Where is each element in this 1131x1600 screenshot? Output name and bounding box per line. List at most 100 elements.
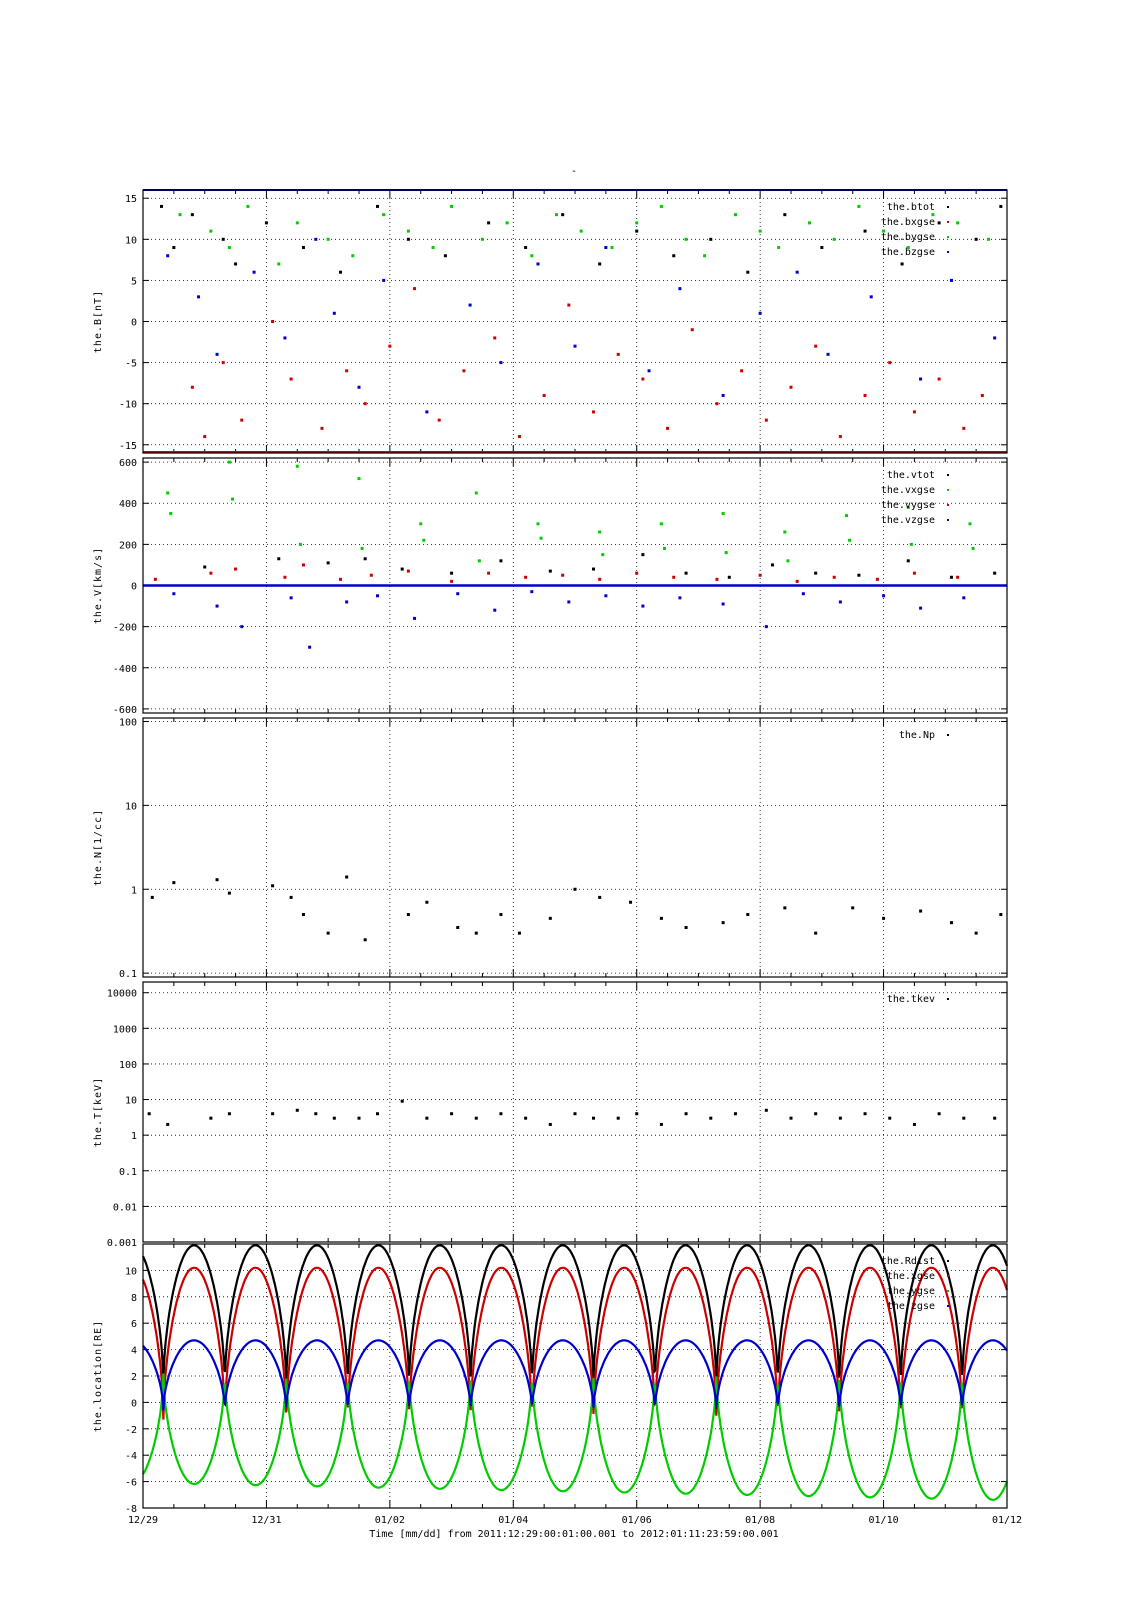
series-black <box>150 875 1003 942</box>
x-tick-label: 12/31 <box>251 1515 281 1526</box>
y-tick-label: 0.001 <box>107 1238 137 1249</box>
data-point <box>277 262 281 266</box>
data-point <box>215 878 219 882</box>
data-point <box>314 237 318 241</box>
y-tick-label: 10 <box>125 235 137 246</box>
data-point <box>345 600 349 604</box>
y-axis-label: the.T[keV] <box>93 1077 104 1147</box>
data-point <box>659 204 663 208</box>
data-point <box>234 262 238 266</box>
series-black <box>203 553 997 579</box>
series-green <box>178 204 990 266</box>
data-point <box>234 567 238 571</box>
y-tick-label: -400 <box>113 664 137 675</box>
data-point <box>573 1112 577 1116</box>
data-point <box>425 1116 429 1120</box>
data-point <box>477 559 481 563</box>
legend-entry: the.zgse <box>887 1301 935 1312</box>
data-point <box>363 402 367 406</box>
data-point <box>721 602 725 606</box>
data-point <box>215 352 219 356</box>
legend-entry: the.xgse <box>887 1271 935 1282</box>
data-point <box>147 1112 151 1116</box>
data-point <box>882 594 886 598</box>
data-point <box>863 1112 867 1116</box>
data-point <box>360 546 364 550</box>
legend-entry: the.btot <box>887 202 935 213</box>
legend-marker <box>947 1260 949 1262</box>
data-point <box>906 505 910 509</box>
data-point <box>542 393 546 397</box>
data-point <box>283 336 287 340</box>
data-point <box>289 596 293 600</box>
data-point <box>777 246 781 250</box>
x-tick-label: 01/08 <box>745 1515 775 1526</box>
data-point <box>499 913 503 917</box>
data-point <box>684 237 688 241</box>
y-tick-label: 2 <box>131 1372 137 1383</box>
legend-marker <box>947 519 949 521</box>
plot-area <box>141 1244 1009 1501</box>
data-point <box>561 213 565 217</box>
data-point <box>703 254 707 258</box>
data-point <box>709 237 713 241</box>
data-point <box>641 377 645 381</box>
data-point <box>684 1112 688 1116</box>
data-point <box>493 608 497 612</box>
data-point <box>505 221 509 225</box>
data-point <box>814 344 818 348</box>
data-point <box>672 575 676 579</box>
legend-entry: the.ygse <box>887 1286 935 1297</box>
data-point <box>993 336 997 340</box>
data-point <box>246 204 250 208</box>
data-point <box>814 1112 818 1116</box>
data-point <box>271 1112 275 1116</box>
legend-entry: the.vygse <box>881 500 935 511</box>
data-point <box>684 571 688 575</box>
data-point <box>832 575 836 579</box>
data-point <box>376 594 380 598</box>
data-point <box>919 606 923 610</box>
panel-4: 10000 1000 100 10 1 0.1 0.01 0.001 the.T[keV] the… <box>93 981 1008 1249</box>
data-point <box>338 577 342 581</box>
y-tick-label: -2 <box>125 1425 137 1436</box>
data-point <box>906 559 910 563</box>
data-point <box>715 402 719 406</box>
data-point <box>240 625 244 629</box>
series-black <box>147 1099 997 1126</box>
data-point <box>857 204 861 208</box>
data-point <box>838 435 842 439</box>
data-point <box>400 1099 404 1103</box>
data-point <box>604 246 608 250</box>
data-point <box>764 1108 768 1112</box>
data-point <box>962 1116 966 1120</box>
data-point <box>909 542 913 546</box>
data-point <box>783 213 787 217</box>
data-point <box>271 884 275 888</box>
data-point <box>758 229 762 233</box>
data-point <box>848 538 852 542</box>
x-tick-label: 01/12 <box>992 1515 1022 1526</box>
data-point <box>980 393 984 397</box>
data-point <box>406 569 410 573</box>
data-point <box>227 1112 231 1116</box>
data-point <box>357 385 361 389</box>
data-point <box>724 551 728 555</box>
data-point <box>949 921 953 925</box>
data-point <box>635 571 639 575</box>
data-point <box>598 262 602 266</box>
data-point <box>406 229 410 233</box>
data-point <box>573 887 577 891</box>
x-tick-label: 01/06 <box>622 1515 652 1526</box>
panel-5: 10 8 6 4 2 0 -2 -4 -6 -8 the.location[RE] the.Rdist… <box>93 1243 1009 1515</box>
data-point <box>814 931 818 935</box>
data-point <box>733 1112 737 1116</box>
data-point <box>900 262 904 266</box>
data-point <box>715 577 719 581</box>
plot-area <box>150 875 1003 942</box>
data-point <box>659 1122 663 1126</box>
legend-marker <box>947 504 949 506</box>
data-point <box>678 287 682 291</box>
data-point <box>456 926 460 930</box>
